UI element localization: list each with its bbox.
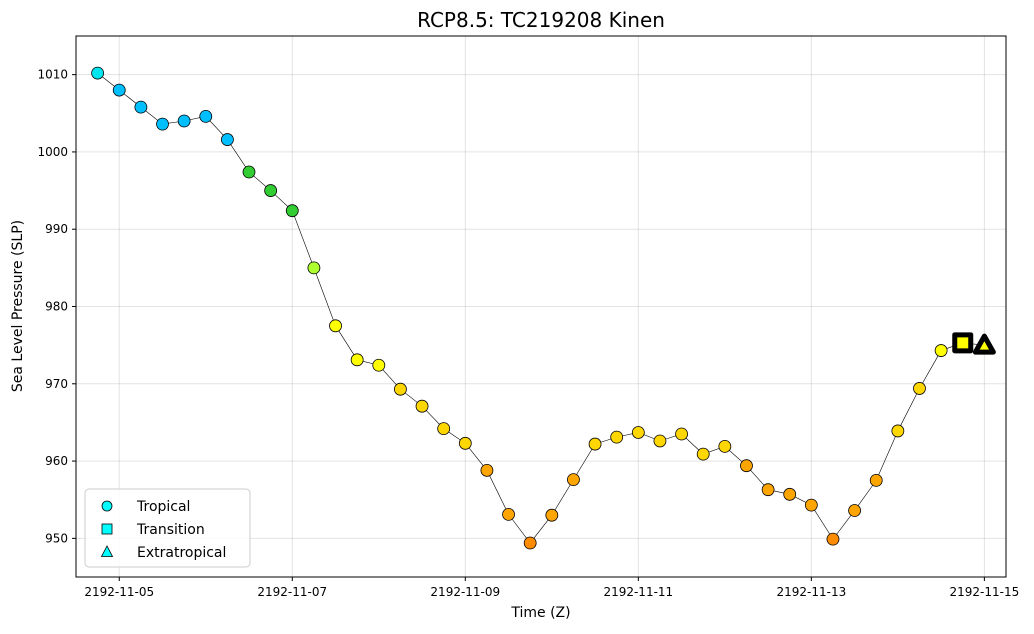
track-point [826,532,840,546]
track-point [567,473,580,487]
legend-label: Tropical [136,499,190,515]
track-point [891,424,905,438]
track-point [415,399,429,413]
x-tick-label: 2192-11-05 [84,585,154,599]
track-point [740,459,753,473]
x-tick-label: 2192-11-11 [603,585,673,599]
track-point [804,498,818,512]
track-point [285,204,299,218]
track-point [502,507,515,521]
y-tick-label: 950 [45,531,68,545]
y-tick-label: 980 [45,300,68,314]
track-point [783,487,797,501]
track-point [631,426,645,439]
y-tick-label: 970 [45,377,68,391]
legend-label: Transition [136,522,205,538]
track-point [913,382,926,395]
legend-box [84,488,251,568]
legend-label: Extratropical [137,545,226,561]
track-point [329,319,342,333]
track-point [91,66,105,80]
legend-marker-triangle [100,545,114,557]
track-point [264,184,278,197]
track-point [761,483,775,497]
plot-frame [75,35,1007,578]
track-point [653,434,667,448]
track-point [177,114,191,128]
track-point [112,83,126,97]
track-point [480,463,494,477]
track-point [458,436,472,450]
y-tick-label: 1010 [37,68,68,82]
track-point [588,437,602,451]
track-point [523,536,537,550]
track-point [199,109,213,123]
track-point [545,508,559,522]
track-point [372,358,386,372]
y-tick-label: 960 [45,454,68,468]
track-point [394,382,407,396]
track-points-layer [91,66,996,550]
track-point [220,133,234,146]
x-tick-label: 2192-11-15 [949,585,1019,599]
track-point [134,100,148,114]
x-axis-label: Time (Z) [510,605,570,621]
chart-title: RCP8.5: TC219208 Kinen [417,8,665,32]
track-point-extratropical [972,333,996,355]
y-tick-label: 990 [45,222,68,236]
track-point [307,261,321,275]
x-tick-label: 2192-11-13 [776,585,846,599]
track-point [350,353,364,367]
track-point [242,165,256,179]
track-point [934,344,948,357]
track-point [718,439,732,453]
axis-ticks: 950 960 970 980 990 1000 1010 2192-11-05 2192-11… [37,68,1019,599]
track-point [848,504,862,517]
track-point [675,427,688,441]
track-point [610,430,624,444]
x-tick-label: 2192-11-09 [430,585,500,599]
legend-marker-circle [101,500,113,512]
legend-marker-square [101,523,113,535]
grid-lines [76,36,1006,577]
track-point-transition [952,332,974,354]
y-tick-label: 1000 [37,145,68,159]
y-axis-label: Sea Level Pressure (SLP) [10,220,26,392]
legend: Tropical Transition Extratropical [84,488,251,568]
track-point [696,447,710,461]
track-point [437,422,451,436]
track-point [156,117,169,131]
x-tick-label: 2192-11-07 [257,585,327,599]
track-point [869,473,883,487]
